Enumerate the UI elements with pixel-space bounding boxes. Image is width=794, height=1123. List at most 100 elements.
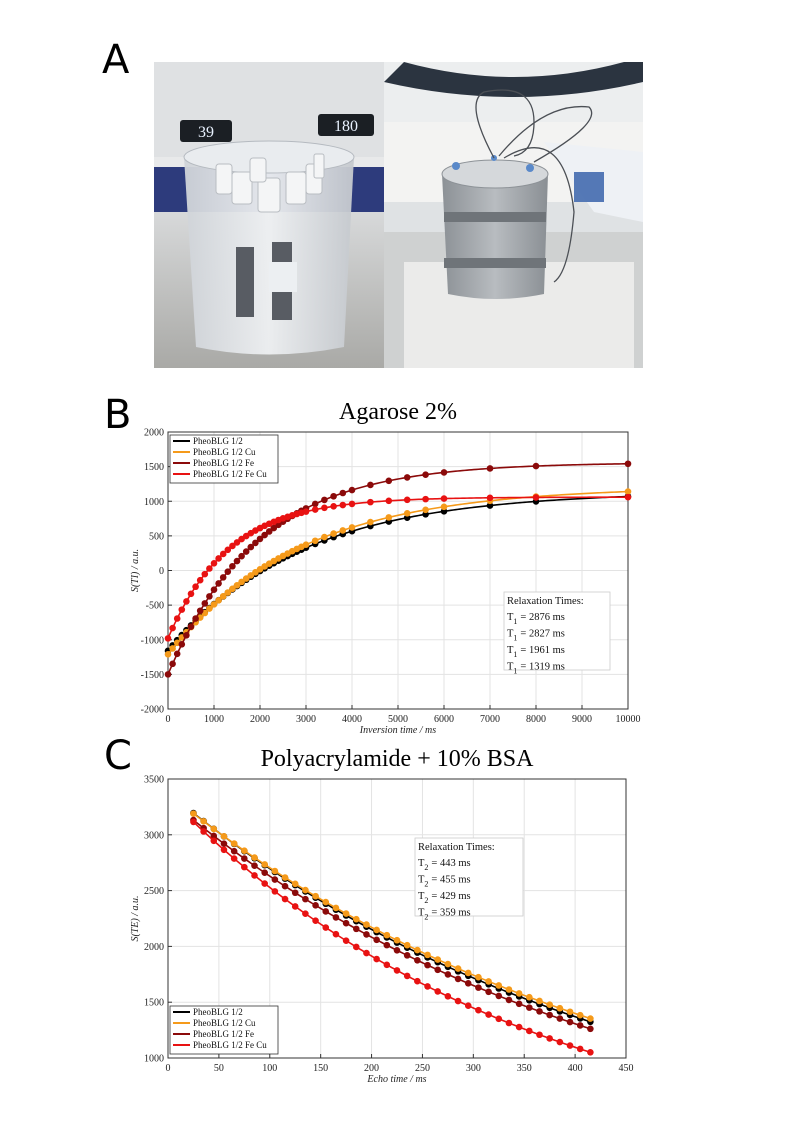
data-point (464, 980, 472, 987)
plot-frame (167, 431, 629, 710)
legend-label: PheoBLG 1/2 (193, 436, 243, 446)
data-point (495, 992, 503, 1000)
data-point (485, 988, 492, 996)
data-point (210, 825, 218, 833)
data-point (332, 930, 340, 938)
x-tick-label: 2000 (250, 714, 270, 725)
data-point (339, 501, 347, 509)
x-tick-label: 50 (214, 1063, 224, 1074)
x-tick-label: 250 (415, 1063, 430, 1074)
data-point (383, 931, 391, 939)
data-point (363, 931, 370, 938)
data-point (201, 570, 209, 578)
data-point (206, 565, 213, 572)
data-point (271, 876, 279, 883)
data-point (536, 1008, 543, 1015)
x-tick-label: 150 (313, 1063, 328, 1074)
data-point (587, 1048, 594, 1056)
data-point (206, 593, 213, 600)
x-axis-label: Inversion time / ms (359, 725, 436, 736)
legend-label: PheoBLG 1/2 Fe (193, 1029, 254, 1039)
data-point (190, 810, 197, 817)
data-point (546, 1011, 553, 1019)
data-point (178, 641, 186, 648)
data-point (566, 1018, 574, 1026)
y-tick-label: 1000 (144, 1054, 164, 1065)
x-tick-label: 400 (568, 1063, 583, 1074)
data-point (229, 585, 236, 593)
data-point (190, 818, 197, 826)
data-point (576, 1011, 584, 1019)
x-tick-label: 0 (166, 714, 171, 725)
relaxation-times-header: Relaxation Times: (507, 596, 584, 607)
data-point (526, 1027, 533, 1035)
data-point (201, 600, 209, 607)
y-tick-label: -1500 (141, 670, 164, 681)
data-point (241, 855, 248, 862)
y-tick-label: 1000 (144, 497, 164, 508)
y-tick-label: -2000 (141, 705, 164, 716)
data-point (215, 596, 222, 604)
data-point (434, 988, 442, 995)
data-point (486, 494, 494, 502)
data-point (220, 833, 228, 840)
data-point (342, 919, 350, 927)
data-point (178, 606, 186, 613)
data-point (265, 528, 273, 535)
data-point (261, 869, 268, 876)
data-point (220, 846, 228, 854)
data-point (210, 586, 218, 594)
y-tick-label: 2500 (144, 886, 164, 897)
data-point (261, 861, 268, 868)
data-point (454, 997, 462, 1005)
data-point (242, 575, 250, 582)
data-point (251, 854, 258, 861)
data-point (229, 562, 236, 570)
data-point (440, 508, 448, 515)
data-point (342, 910, 350, 917)
data-point (219, 593, 227, 600)
y-tick-label: 1500 (144, 998, 164, 1009)
data-point (475, 984, 482, 991)
data-point (339, 527, 347, 534)
data-point (424, 961, 431, 969)
relaxation-time-2: T1 = 1961 ms (507, 645, 565, 659)
data-point (219, 574, 227, 581)
data-point (230, 855, 238, 862)
relaxation-times-box (414, 837, 524, 917)
panel-label-c: C (104, 733, 132, 779)
fit-curve (192, 812, 591, 1020)
data-point (414, 946, 421, 954)
data-point (330, 530, 337, 537)
data-point (210, 832, 218, 840)
relaxation-time-3: T1 = 1319 ms (507, 662, 565, 676)
x-tick-label: 350 (517, 1063, 532, 1074)
y-tick-label: 2000 (144, 428, 164, 439)
data-point (291, 903, 299, 910)
data-point (233, 539, 241, 546)
data-point (281, 874, 289, 881)
data-point (312, 892, 319, 900)
data-point (526, 1004, 533, 1011)
fit-curve (192, 819, 591, 1030)
photo-phantom-in-coil (384, 62, 643, 368)
legend-label: PheoBLG 1/2 (193, 1007, 243, 1017)
data-point (385, 477, 393, 485)
series-3 (164, 493, 632, 642)
y-tick-label: -500 (146, 601, 164, 612)
data-point (302, 910, 309, 917)
data-point (536, 1031, 543, 1039)
panel-label-b: B (104, 392, 132, 438)
x-tick-label: 9000 (572, 714, 592, 725)
data-point (624, 493, 632, 501)
data-point (495, 982, 503, 989)
data-point (454, 975, 462, 983)
data-point (486, 502, 494, 509)
data-point (403, 510, 411, 517)
data-point (183, 631, 190, 639)
data-point (187, 590, 195, 598)
data-point (215, 580, 222, 587)
data-point (256, 535, 264, 543)
data-point (311, 500, 319, 508)
data-point (434, 966, 442, 974)
